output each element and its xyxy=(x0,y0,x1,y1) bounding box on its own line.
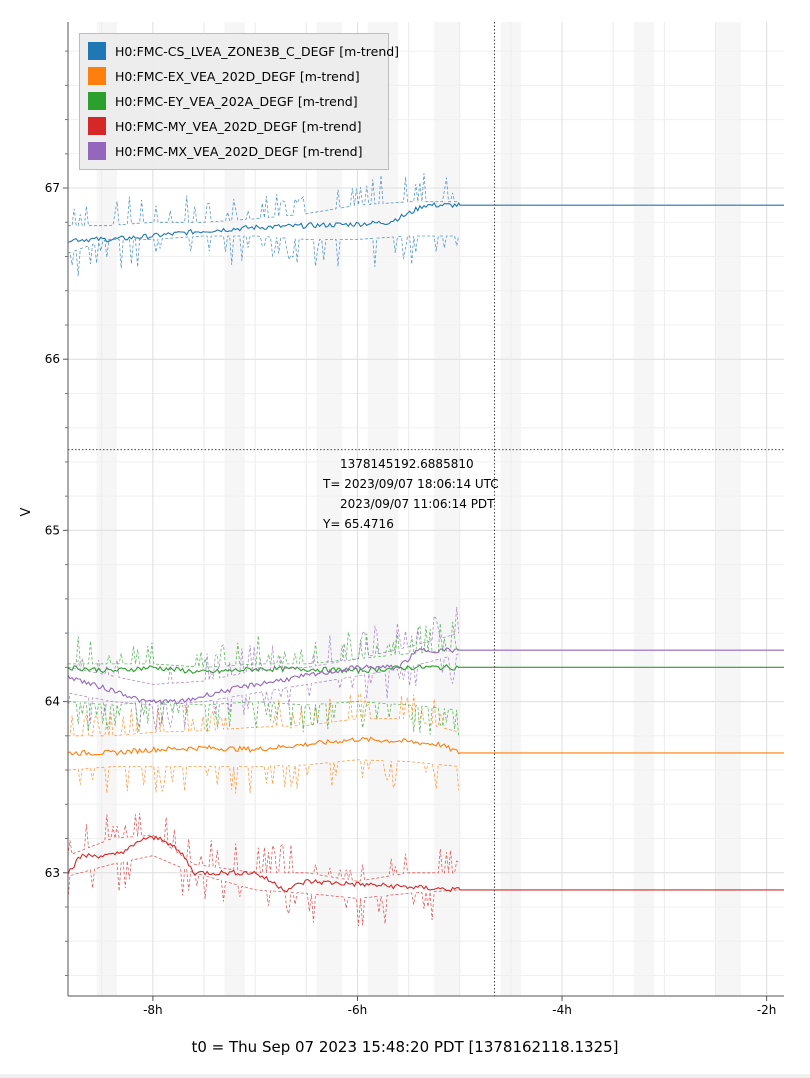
readout-utc: T= 2023/09/07 18:06:14 UTC xyxy=(323,477,499,491)
legend-item[interactable]: H0:FMC-MX_VEA_202D_DEGF [m-trend] xyxy=(88,141,363,161)
legend-label: H0:FMC-CS_LVEA_ZONE3B_C_DEGF [m-trend] xyxy=(115,43,400,59)
series-2 xyxy=(67,621,784,738)
legend-label: H0:FMC-EX_VEA_202D_DEGF [m-trend] xyxy=(115,68,360,84)
x-tick-label: -6h xyxy=(348,1003,368,1017)
axes: -8h -6h -4h -2h 63 64 65 66 67 xyxy=(45,22,784,1017)
legend-swatch xyxy=(88,92,106,110)
legend-swatch xyxy=(88,142,106,160)
series-max-line xyxy=(68,693,459,737)
x-tick-label: -2h xyxy=(757,1003,777,1017)
legend-label: H0:FMC-EY_VEA_202A_DEGF [m-trend] xyxy=(115,93,358,109)
series-3 xyxy=(67,813,784,927)
legend-item[interactable]: H0:FMC-CS_LVEA_ZONE3B_C_DEGF [m-trend] xyxy=(88,41,399,61)
series-1 xyxy=(67,693,784,794)
series-4 xyxy=(67,606,784,732)
readout-y: Y= 65.4716 xyxy=(323,517,394,531)
time-band xyxy=(715,22,742,996)
t0-footer: t0 = Thu Sep 07 2023 15:48:20 PDT [13781… xyxy=(191,1038,619,1056)
y-tick-label: 65 xyxy=(45,523,60,537)
x-tick-label: -8h xyxy=(143,1003,163,1017)
series-max-line xyxy=(68,621,459,668)
series-min-line xyxy=(67,855,459,927)
time-band xyxy=(224,22,245,996)
y-tick-label: 67 xyxy=(45,181,60,195)
series-0 xyxy=(67,173,784,277)
legend-swatch xyxy=(88,117,106,135)
series-max-line xyxy=(68,173,459,227)
series-min-line xyxy=(67,759,460,794)
legend-label: H0:FMC-MY_VEA_202D_DEGF [m-trend] xyxy=(115,118,362,134)
series-mean-line xyxy=(67,647,784,706)
time-band xyxy=(367,22,399,996)
legend-item[interactable]: H0:FMC-MY_VEA_202D_DEGF [m-trend] xyxy=(88,116,362,136)
series-mean-line xyxy=(67,201,784,243)
series-min-line xyxy=(67,701,460,738)
series-layer xyxy=(67,173,784,927)
legend: H0:FMC-CS_LVEA_ZONE3B_C_DEGF [m-trend] H0… xyxy=(79,33,399,170)
x-tick-label: -4h xyxy=(552,1003,572,1017)
y-axis-label: V xyxy=(19,507,34,516)
grid-lines xyxy=(68,22,784,996)
crosshair xyxy=(68,22,784,996)
series-mean-line xyxy=(67,736,784,756)
readout-pdt: 2023/09/07 11:06:14 PDT xyxy=(340,497,495,511)
legend-label: H0:FMC-MX_VEA_202D_DEGF [m-trend] xyxy=(115,143,363,159)
series-max-line xyxy=(67,606,460,685)
time-band xyxy=(316,22,343,996)
series-mean-line xyxy=(67,835,784,893)
legend-swatch xyxy=(88,67,106,85)
series-mean-line xyxy=(67,663,784,675)
time-band xyxy=(633,22,655,996)
y-tick-label: 64 xyxy=(45,695,60,709)
series-max-line xyxy=(67,813,459,882)
legend-item[interactable]: H0:FMC-EY_VEA_202A_DEGF [m-trend] xyxy=(88,91,358,111)
legend-swatch xyxy=(88,42,106,60)
readout-gps: 1378145192.6885810 xyxy=(340,457,474,471)
y-tick-label: 66 xyxy=(45,352,60,366)
legend-item[interactable]: H0:FMC-EX_VEA_202D_DEGF [m-trend] xyxy=(88,66,360,86)
y-tick-label: 63 xyxy=(45,866,60,880)
